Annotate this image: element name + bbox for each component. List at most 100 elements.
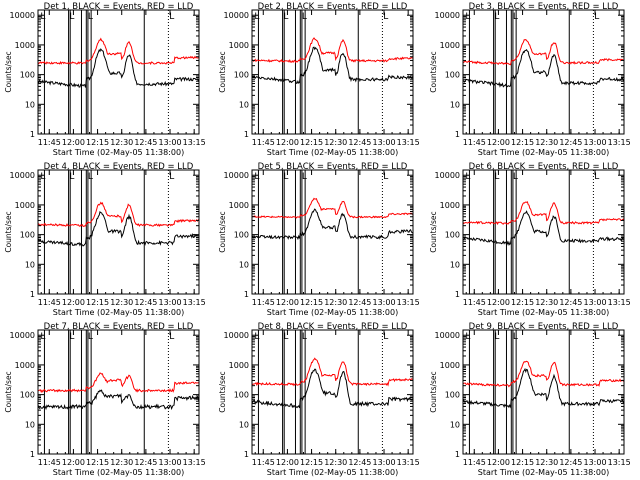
x-tick-label: 13:15: [183, 458, 206, 467]
x-tick-label: 11:45: [38, 298, 61, 307]
legend-mark: L: [513, 172, 518, 182]
y-tick-label: 1: [244, 450, 249, 459]
x-axis-label: Start Time (02-May-05 11:38:00): [53, 148, 184, 157]
panel-title: Det 7, BLACK = Events, RED = LLD: [44, 322, 194, 332]
x-tick-label: 13:15: [608, 298, 631, 307]
legend-mark: L: [254, 12, 259, 22]
y-tick-label: 100: [20, 71, 35, 80]
y-tick-label: 10000: [10, 331, 35, 340]
lld-series-line: [37, 372, 200, 394]
x-tick-label: 12:15: [300, 298, 323, 307]
y-tick-label: 1000: [440, 201, 460, 210]
x-tick-label: 12:30: [110, 298, 133, 307]
y-tick-label: 1000: [15, 41, 35, 50]
y-tick-label: 10: [450, 260, 460, 269]
x-tick-label: 12:00: [62, 138, 85, 147]
x-tick-label: 13:00: [158, 458, 181, 467]
panel-title: Det 2, BLACK = Events, RED = LLD: [258, 2, 408, 12]
legend-mark: L: [40, 12, 45, 22]
x-tick-label: 13:15: [397, 138, 420, 147]
events-series-line: [462, 210, 625, 247]
events-series-line: [37, 389, 200, 411]
x-tick-label: 12:00: [62, 458, 85, 467]
x-tick-label: 12:45: [134, 298, 157, 307]
x-tick-label: 12:30: [110, 138, 133, 147]
y-tick-label: 1: [244, 290, 249, 299]
x-tick-label: 13:00: [583, 138, 606, 147]
y-axis-label: Counts/sec: [218, 371, 227, 412]
plot-frame: [462, 329, 625, 455]
panel-title: Det 8, BLACK = Events, RED = LLD: [258, 322, 408, 332]
x-tick-label: 13:15: [608, 458, 631, 467]
x-tick-label: 12:45: [134, 458, 157, 467]
events-series-line: [462, 367, 625, 409]
x-tick-label: 12:45: [348, 138, 371, 147]
y-tick-label: 1000: [440, 361, 460, 370]
events-series-line: [37, 210, 200, 247]
x-tick-label: 12:00: [487, 298, 510, 307]
x-axis-label: Start Time (02-May-05 11:38:00): [267, 468, 398, 477]
y-tick-label: 100: [445, 231, 460, 240]
legend-mark: L: [88, 12, 93, 22]
x-tick-label: 11:45: [463, 138, 486, 147]
y-tick-label: 10: [25, 260, 35, 269]
panel-title: Det 6, BLACK = Events, RED = LLD: [469, 162, 619, 172]
lld-series-line: [462, 39, 625, 66]
x-axis-label: Start Time (02-May-05 11:38:00): [267, 308, 398, 317]
x-tick-label: 12:45: [559, 138, 582, 147]
y-axis-label: Counts/sec: [429, 211, 438, 252]
y-axis-label: Counts/sec: [4, 51, 13, 92]
plot-frame: [37, 9, 200, 135]
legend-mark: L: [494, 12, 499, 22]
lld-series-line: [251, 37, 414, 64]
y-tick-label: 10: [239, 420, 249, 429]
legend-mark: L: [88, 332, 93, 342]
y-tick-label: 10: [25, 100, 35, 109]
x-tick-label: 12:15: [86, 458, 109, 467]
x-tick-label: 12:30: [535, 138, 558, 147]
legend-mark: L: [169, 332, 174, 342]
events-series-line: [251, 46, 414, 84]
x-tick-label: 12:15: [86, 138, 109, 147]
y-tick-label: 1: [30, 130, 35, 139]
x-tick-label: 13:15: [397, 458, 420, 467]
y-axis-label: Counts/sec: [429, 371, 438, 412]
x-tick-label: 13:15: [608, 138, 631, 147]
y-tick-label: 100: [20, 231, 35, 240]
legend-mark: L: [594, 172, 599, 182]
y-axis-label: Counts/sec: [429, 51, 438, 92]
x-tick-label: 12:30: [535, 298, 558, 307]
x-axis-label: Start Time (02-May-05 11:38:00): [53, 468, 184, 477]
y-tick-label: 10: [450, 100, 460, 109]
x-tick-label: 12:30: [110, 458, 133, 467]
y-tick-label: 100: [445, 391, 460, 400]
x-tick-label: 12:30: [324, 298, 347, 307]
y-tick-label: 10: [239, 100, 249, 109]
y-tick-label: 1: [30, 450, 35, 459]
legend-mark: L: [383, 172, 388, 182]
plot-frame: [37, 329, 200, 455]
x-tick-label: 13:00: [372, 458, 395, 467]
y-tick-label: 10000: [435, 11, 460, 20]
legend-mark: L: [283, 12, 288, 22]
y-tick-label: 10000: [10, 11, 35, 20]
y-tick-label: 100: [234, 71, 249, 80]
legend-mark: L: [383, 332, 388, 342]
lld-series-line: [462, 360, 625, 388]
legend-mark: L: [283, 332, 288, 342]
plot-frame: [462, 9, 625, 135]
x-tick-label: 12:00: [487, 458, 510, 467]
y-tick-label: 10: [450, 420, 460, 429]
y-tick-label: 10: [25, 420, 35, 429]
plot-frame: [251, 9, 414, 135]
legend-mark: L: [69, 332, 74, 342]
x-tick-label: 12:15: [300, 138, 323, 147]
x-tick-label: 12:00: [276, 298, 299, 307]
x-tick-label: 12:00: [62, 298, 85, 307]
